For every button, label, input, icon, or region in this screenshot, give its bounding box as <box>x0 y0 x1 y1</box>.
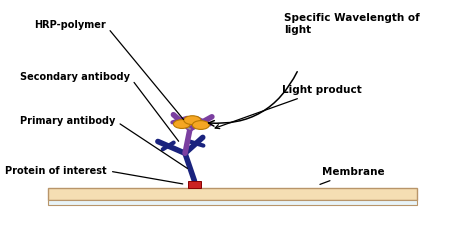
Text: Light product: Light product <box>215 85 362 129</box>
Polygon shape <box>48 200 417 205</box>
Circle shape <box>192 121 210 129</box>
Circle shape <box>173 120 191 128</box>
Polygon shape <box>48 188 417 200</box>
Circle shape <box>184 116 201 124</box>
Text: HRP-polymer: HRP-polymer <box>34 20 183 120</box>
Text: Protein of interest: Protein of interest <box>5 166 183 184</box>
Text: Primary antibody: Primary antibody <box>19 116 187 169</box>
Text: Membrane: Membrane <box>320 167 385 184</box>
Text: Secondary antibody: Secondary antibody <box>19 72 179 141</box>
Text: Specific Wavelength of
light: Specific Wavelength of light <box>284 13 420 35</box>
Bar <box>188 181 201 188</box>
